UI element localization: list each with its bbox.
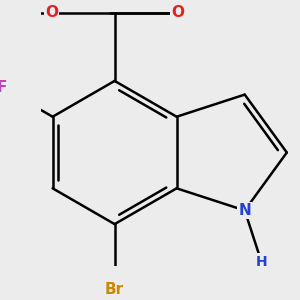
Text: N: N (238, 203, 251, 218)
Text: F: F (0, 80, 7, 95)
Text: O: O (45, 5, 58, 20)
Text: O: O (171, 5, 184, 20)
Text: Br: Br (105, 283, 124, 298)
Text: H: H (256, 254, 267, 268)
